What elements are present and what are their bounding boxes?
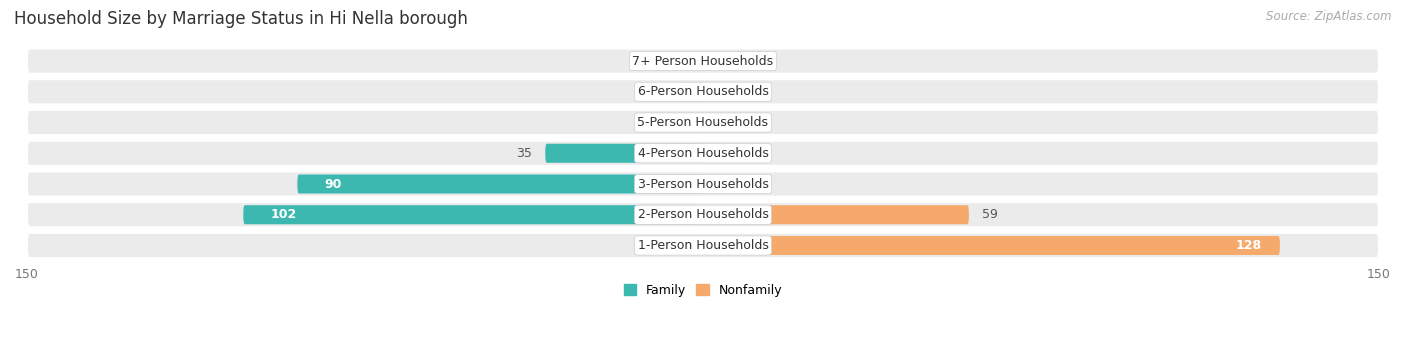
FancyBboxPatch shape xyxy=(27,48,1379,74)
Text: 0: 0 xyxy=(717,55,724,68)
FancyBboxPatch shape xyxy=(27,202,1379,227)
FancyBboxPatch shape xyxy=(27,233,1379,258)
FancyBboxPatch shape xyxy=(681,82,703,101)
Text: 0: 0 xyxy=(717,116,724,129)
Legend: Family, Nonfamily: Family, Nonfamily xyxy=(619,279,787,302)
Text: 6-Person Households: 6-Person Households xyxy=(637,85,769,98)
FancyBboxPatch shape xyxy=(27,110,1379,135)
Text: 5: 5 xyxy=(659,85,666,98)
Text: 0: 0 xyxy=(717,178,724,191)
Text: 5-Person Households: 5-Person Households xyxy=(637,116,769,129)
Text: 3-Person Households: 3-Person Households xyxy=(637,178,769,191)
Text: 0: 0 xyxy=(682,55,689,68)
Text: 128: 128 xyxy=(1236,239,1261,252)
FancyBboxPatch shape xyxy=(27,79,1379,104)
Text: 59: 59 xyxy=(983,208,998,221)
Text: Source: ZipAtlas.com: Source: ZipAtlas.com xyxy=(1267,10,1392,23)
Text: 1-Person Households: 1-Person Households xyxy=(637,239,769,252)
FancyBboxPatch shape xyxy=(297,175,703,194)
Text: 4-Person Households: 4-Person Households xyxy=(637,147,769,160)
Text: Household Size by Marriage Status in Hi Nella borough: Household Size by Marriage Status in Hi … xyxy=(14,10,468,28)
Text: 35: 35 xyxy=(516,147,531,160)
Text: 102: 102 xyxy=(270,208,297,221)
FancyBboxPatch shape xyxy=(27,172,1379,197)
Text: 5: 5 xyxy=(659,116,666,129)
FancyBboxPatch shape xyxy=(243,205,703,224)
Text: 0: 0 xyxy=(717,147,724,160)
Text: 2-Person Households: 2-Person Households xyxy=(637,208,769,221)
FancyBboxPatch shape xyxy=(703,236,1279,255)
Text: 0: 0 xyxy=(682,239,689,252)
Text: 90: 90 xyxy=(325,178,342,191)
FancyBboxPatch shape xyxy=(546,144,703,163)
Text: 7+ Person Households: 7+ Person Households xyxy=(633,55,773,68)
FancyBboxPatch shape xyxy=(681,113,703,132)
FancyBboxPatch shape xyxy=(703,205,969,224)
Text: 0: 0 xyxy=(717,85,724,98)
FancyBboxPatch shape xyxy=(27,141,1379,166)
